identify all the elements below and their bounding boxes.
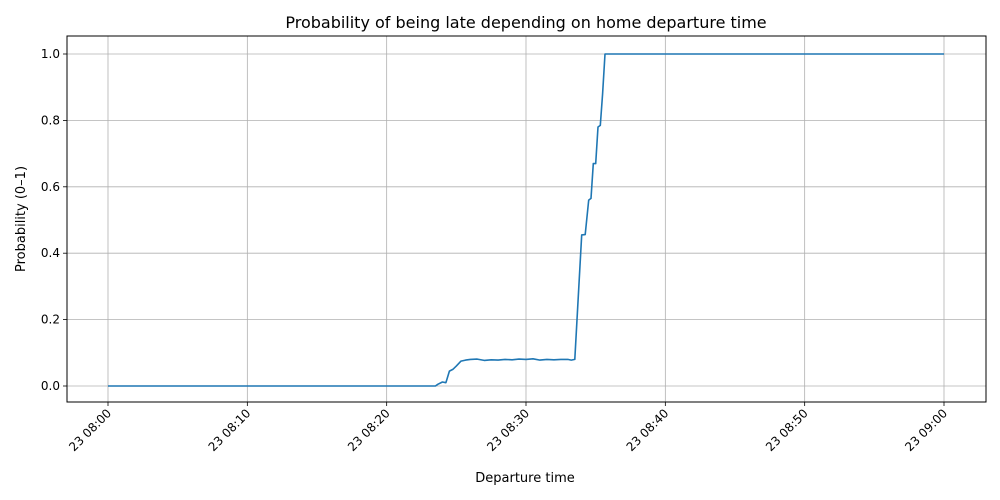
chart-title: Probability of being late depending on h…	[285, 13, 766, 32]
y-tick-label: 0.8	[41, 113, 60, 127]
y-tick-label: 0.2	[41, 313, 60, 327]
series-line-0	[108, 53, 944, 387]
y-tick-label: 0.0	[41, 379, 60, 393]
plot-frame	[66, 35, 987, 403]
y-tick-label: 0.6	[41, 180, 60, 194]
y-axis: 0.0 0.2 0.4 0.6 0.8 1.0	[41, 47, 67, 393]
x-axis-title: Departure time	[475, 471, 574, 486]
y-tick-label: 0.4	[41, 246, 60, 260]
series-layer	[108, 53, 944, 387]
y-axis-title: Probability (0–1)	[14, 166, 29, 272]
y-tick-label: 1.0	[41, 47, 60, 61]
